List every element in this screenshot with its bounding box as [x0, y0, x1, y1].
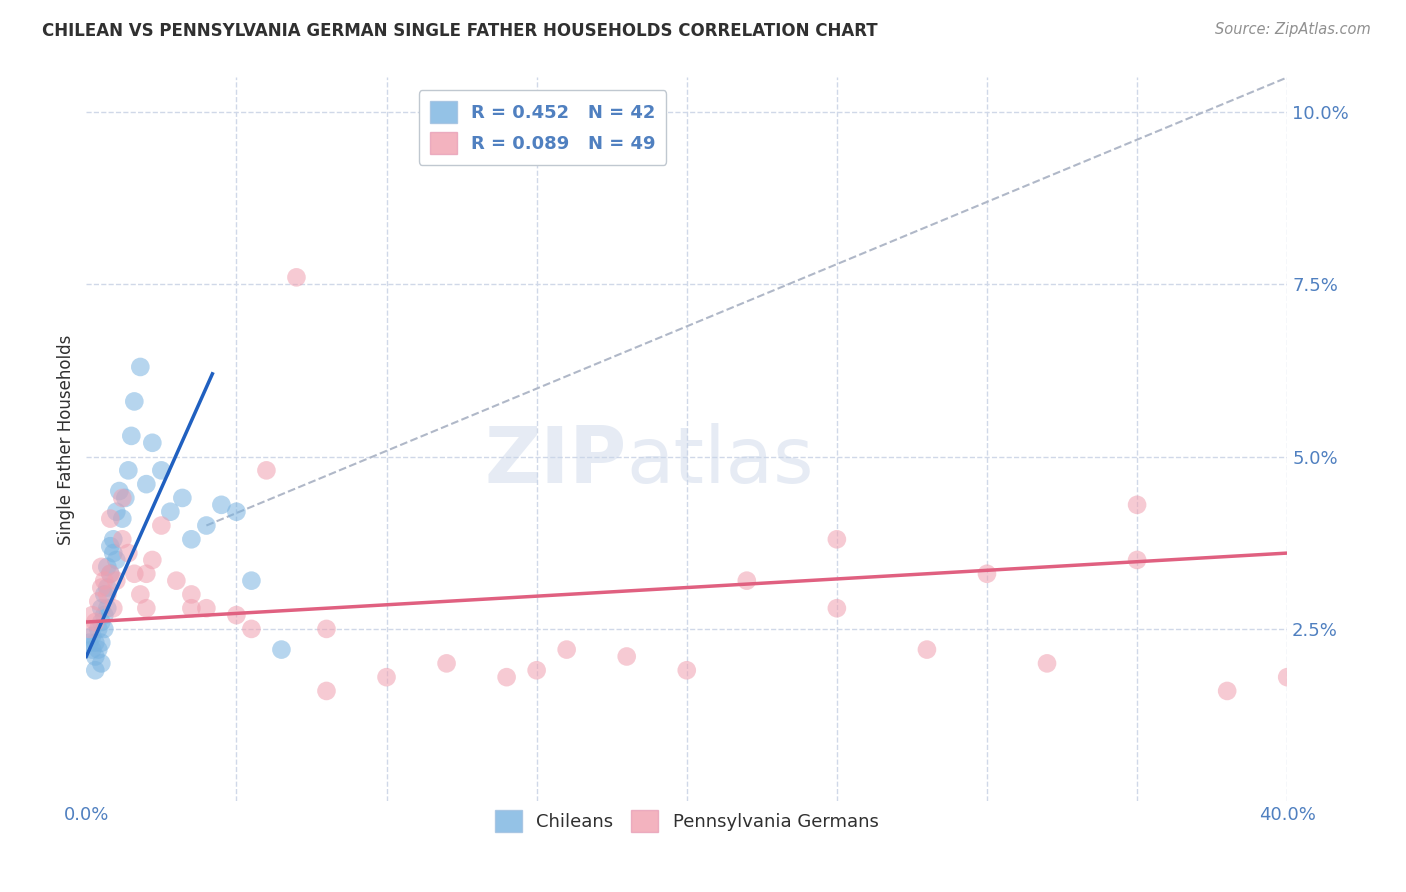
Point: [79, 622, 101, 636]
Point: [111, 511, 134, 525]
Point: [90, 581, 112, 595]
Point: [93, 622, 115, 636]
Point: [96, 560, 118, 574]
Point: [96, 581, 118, 595]
Point: [135, 601, 157, 615]
Point: [150, 463, 173, 477]
Point: [165, 574, 187, 588]
Point: [90, 636, 112, 650]
Point: [159, 505, 181, 519]
Point: [111, 491, 134, 505]
Y-axis label: Single Father Households: Single Father Households: [58, 334, 75, 544]
Point: [124, 566, 146, 581]
Point: [180, 601, 202, 615]
Point: [735, 574, 758, 588]
Point: [1036, 657, 1059, 671]
Point: [825, 533, 848, 547]
Point: [976, 566, 998, 581]
Point: [129, 359, 152, 374]
Point: [1216, 684, 1239, 698]
Point: [82, 642, 104, 657]
Point: [195, 601, 218, 615]
Point: [675, 663, 697, 677]
Point: [103, 601, 125, 615]
Point: [172, 491, 194, 505]
Point: [1126, 553, 1149, 567]
Point: [915, 642, 938, 657]
Text: ZIP: ZIP: [485, 423, 627, 499]
Point: [1126, 498, 1149, 512]
Text: CHILEAN VS PENNSYLVANIA GERMAN SINGLE FATHER HOUSEHOLDS CORRELATION CHART: CHILEAN VS PENNSYLVANIA GERMAN SINGLE FA…: [42, 22, 877, 40]
Point: [315, 622, 337, 636]
Point: [120, 429, 142, 443]
Point: [84, 649, 107, 664]
Point: [108, 483, 131, 498]
Text: atlas: atlas: [627, 423, 814, 499]
Point: [103, 546, 125, 560]
Point: [114, 491, 136, 505]
Point: [225, 505, 247, 519]
Point: [105, 574, 128, 588]
Point: [87, 642, 110, 657]
Point: [141, 553, 163, 567]
Point: [93, 587, 115, 601]
Point: [84, 663, 107, 677]
Point: [90, 657, 112, 671]
Point: [82, 608, 104, 623]
Point: [117, 546, 139, 560]
Text: Source: ZipAtlas.com: Source: ZipAtlas.com: [1215, 22, 1371, 37]
Point: [93, 574, 115, 588]
Point: [825, 601, 848, 615]
Point: [240, 622, 263, 636]
Point: [240, 574, 263, 588]
Point: [87, 594, 110, 608]
Point: [96, 587, 118, 601]
Point: [285, 270, 308, 285]
Point: [98, 566, 121, 581]
Point: [82, 629, 104, 643]
Point: [90, 615, 112, 629]
Point: [150, 518, 173, 533]
Point: [90, 601, 112, 615]
Point: [79, 636, 101, 650]
Point: [375, 670, 398, 684]
Point: [526, 126, 548, 140]
Point: [105, 553, 128, 567]
Point: [555, 642, 578, 657]
Point: [87, 622, 110, 636]
Point: [124, 394, 146, 409]
Point: [103, 533, 125, 547]
Point: [105, 505, 128, 519]
Point: [180, 533, 202, 547]
Point: [84, 615, 107, 629]
Point: [141, 435, 163, 450]
Point: [135, 566, 157, 581]
Legend: Chileans, Pennsylvania Germans: Chileans, Pennsylvania Germans: [488, 803, 886, 839]
Point: [1277, 670, 1299, 684]
Point: [84, 636, 107, 650]
Point: [495, 670, 517, 684]
Point: [180, 587, 202, 601]
Point: [90, 560, 112, 574]
Point: [436, 657, 458, 671]
Point: [526, 663, 548, 677]
Point: [117, 463, 139, 477]
Point: [209, 498, 232, 512]
Point: [270, 642, 292, 657]
Point: [616, 649, 638, 664]
Point: [225, 608, 247, 623]
Point: [98, 511, 121, 525]
Point: [98, 566, 121, 581]
Point: [111, 533, 134, 547]
Point: [315, 684, 337, 698]
Point: [96, 601, 118, 615]
Point: [93, 608, 115, 623]
Point: [129, 587, 152, 601]
Point: [135, 477, 157, 491]
Point: [98, 539, 121, 553]
Point: [195, 518, 218, 533]
Point: [254, 463, 277, 477]
